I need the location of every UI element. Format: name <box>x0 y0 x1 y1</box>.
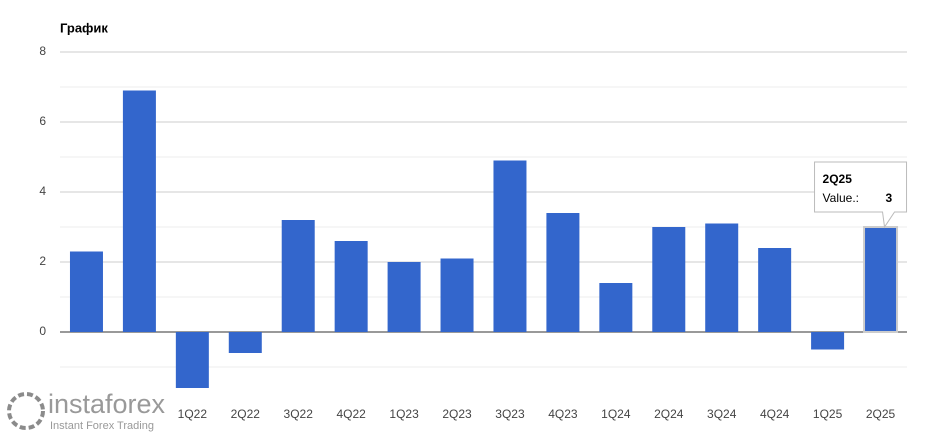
bar <box>387 262 421 332</box>
tooltip-title: 2Q25 <box>823 172 853 186</box>
x-tick-label: 1Q23 <box>389 407 419 421</box>
bar <box>493 160 527 332</box>
y-tick-label: 8 <box>39 44 46 58</box>
bar <box>811 332 845 350</box>
tooltip: 2Q25 Value.: 3 <box>814 161 908 229</box>
x-tick-label: 2Q23 <box>442 407 472 421</box>
bar <box>440 258 474 332</box>
tooltip-value: 3 <box>886 191 893 205</box>
bar <box>122 90 156 332</box>
bar <box>228 332 262 353</box>
y-tick-label: 0 <box>39 324 46 338</box>
x-tick-label: 1Q25 <box>813 407 843 421</box>
watermark-logo <box>7 392 45 430</box>
x-tick-label: 1Q22 <box>178 407 208 421</box>
chart-title: График <box>60 20 108 35</box>
x-tick-label: 3Q23 <box>495 407 525 421</box>
x-tick-label: 2Q25 <box>866 407 896 421</box>
bar <box>546 213 580 332</box>
x-tick-label: 4Q24 <box>760 407 790 421</box>
x-tick-label: 2Q22 <box>231 407 261 421</box>
x-tick-label: 2Q24 <box>654 407 684 421</box>
x-tick-label: 4Q22 <box>336 407 366 421</box>
watermark-brand: instaforex <box>48 389 166 419</box>
bar <box>599 283 633 332</box>
x-tick-label: 3Q22 <box>284 407 314 421</box>
x-tick-label: 3Q24 <box>707 407 737 421</box>
bar <box>705 223 739 332</box>
bar <box>281 220 315 332</box>
bar <box>175 332 209 388</box>
x-tick-label: 4Q23 <box>548 407 578 421</box>
bar <box>334 241 368 332</box>
x-tick-label: 1Q24 <box>601 407 631 421</box>
bar <box>652 227 686 332</box>
y-tick-label: 2 <box>39 254 46 268</box>
watermark-tagline: Instant Forex Trading <box>50 420 154 432</box>
bar <box>863 226 899 333</box>
tooltip-box <box>814 161 908 229</box>
tooltip-label: Value.: <box>823 191 859 205</box>
y-tick-label: 4 <box>39 184 46 198</box>
y-tick-label: 6 <box>39 114 46 128</box>
bar <box>69 251 103 332</box>
bar <box>758 248 792 332</box>
